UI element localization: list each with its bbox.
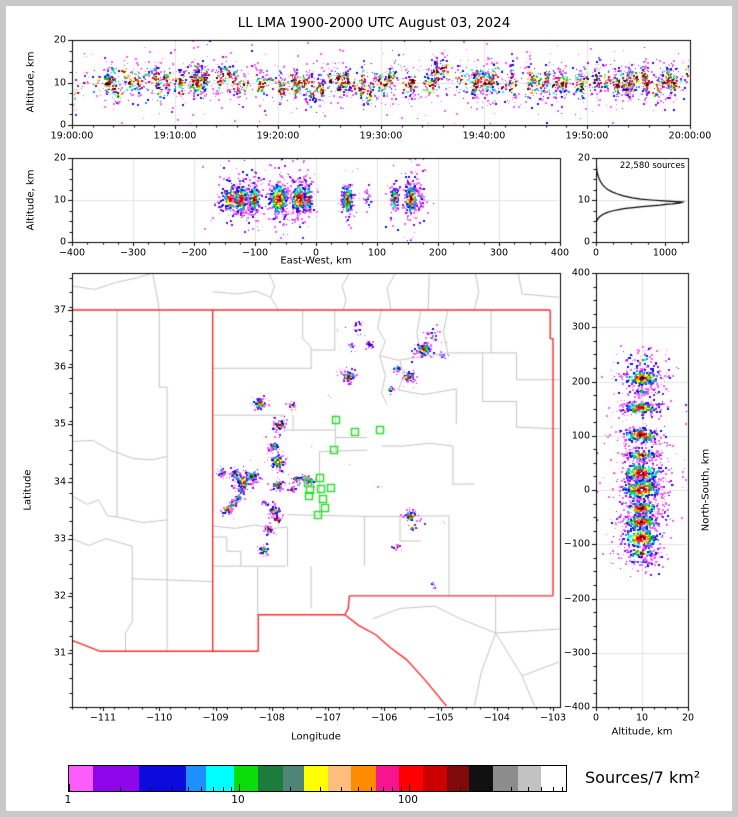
colorbar-segment	[327, 766, 351, 791]
colorbar-tick	[290, 787, 292, 791]
colorbar-segment	[540, 766, 566, 791]
colorbar-tick	[238, 784, 240, 791]
colorbar-tick	[552, 787, 554, 791]
colorbar-segment	[446, 766, 469, 791]
colorbar-tick	[460, 787, 462, 791]
colorbar-tick	[490, 787, 492, 791]
colorbar-segment	[139, 766, 186, 791]
colorbar-tick	[150, 787, 152, 791]
colorbar-tick	[392, 787, 394, 791]
colorbar-tick	[371, 787, 373, 791]
colorbar-segment	[303, 766, 328, 791]
colorbar-tick	[382, 787, 384, 791]
colorbar-tick	[401, 787, 403, 791]
colorbar-tick	[541, 787, 543, 791]
colorbar-tick	[222, 787, 224, 791]
colorbar-segment	[468, 766, 493, 791]
colorbar-tick	[231, 787, 233, 791]
colorbar-tick	[527, 787, 529, 791]
colorbar-tick	[201, 787, 203, 791]
colorbar-tick	[69, 784, 70, 791]
colorbar-segment	[398, 766, 423, 791]
colorbar-segment	[233, 766, 258, 791]
colorbar-segment	[185, 766, 206, 791]
colorbar-segment	[492, 766, 518, 791]
colorbar-tick	[187, 787, 189, 791]
colorbar-tick	[212, 787, 214, 791]
colorbar-segment	[205, 766, 234, 791]
colorbar-tick	[341, 787, 343, 791]
colorbar-tick	[408, 784, 410, 791]
colorbar-segment	[422, 766, 447, 791]
colorbar-tick	[320, 787, 322, 791]
colorbar-segment	[69, 766, 93, 791]
colorbar-segment	[350, 766, 376, 791]
colorbar-segment	[375, 766, 399, 791]
colorbar-tick	[120, 787, 122, 791]
colorbar-segment	[517, 766, 541, 791]
colorbar-segment	[93, 766, 140, 791]
colorbar-segment	[257, 766, 283, 791]
colorbar	[68, 765, 567, 792]
colorbar-segment	[282, 766, 304, 791]
colorbar-tick	[511, 787, 513, 791]
colorbar-tick	[171, 787, 173, 791]
colorbar-tick	[562, 787, 564, 791]
colorbar-tick	[357, 787, 359, 791]
